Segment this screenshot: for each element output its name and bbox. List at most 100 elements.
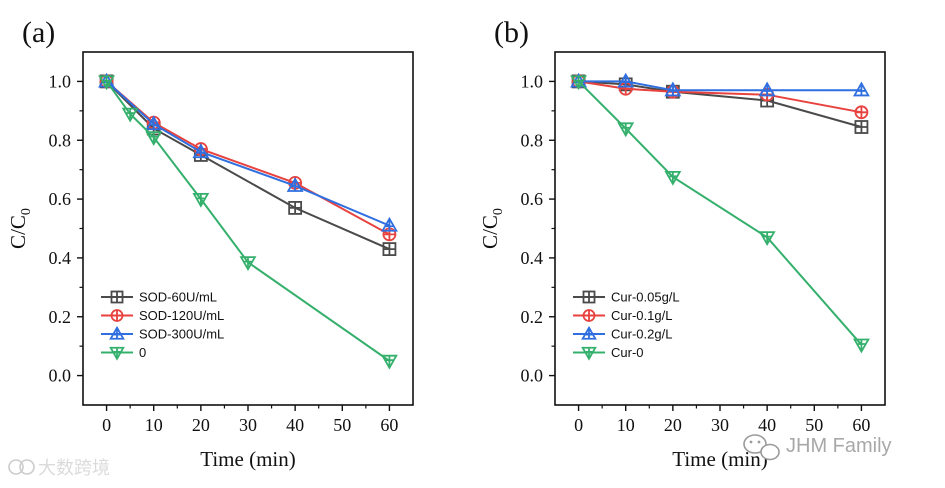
legend-entry: Cur-0.05g/L — [573, 290, 680, 305]
legend-marker-part — [109, 325, 125, 340]
data-point-part — [669, 83, 677, 96]
legend-marker — [582, 309, 596, 322]
y-tick-label: 0.8 — [521, 130, 544, 150]
legend-label: Cur-0.05g/L — [611, 290, 680, 305]
x-tick-label: 0 — [102, 415, 111, 435]
data-point-part — [145, 131, 163, 147]
data-point-part — [855, 106, 868, 119]
data-point-part — [126, 108, 134, 121]
legend-marker — [110, 290, 124, 304]
x-tick-label: 20 — [664, 415, 682, 435]
y-axis-title: C/C0 — [478, 208, 506, 249]
data-point-part — [385, 218, 394, 231]
data-point-part — [192, 193, 210, 208]
data-point — [288, 201, 303, 215]
legend-marker-part — [581, 346, 597, 361]
watermark-right: JHM Family — [743, 434, 892, 461]
series-3 — [98, 75, 398, 370]
legend-marker-part — [585, 327, 593, 339]
data-point-part — [197, 193, 205, 206]
legend-marker-part — [581, 325, 597, 340]
y-tick-label: 0.2 — [521, 307, 544, 327]
x-tick-label: 30 — [711, 415, 729, 435]
y-tick-label: 0.4 — [49, 248, 72, 268]
y-tick-label: 0.8 — [49, 130, 72, 150]
y-tick-label: 0.6 — [49, 189, 72, 209]
y-tick-label: 0.4 — [521, 248, 544, 268]
legend-label: Cur-0 — [611, 345, 644, 360]
y-tick-label: 1.0 — [49, 71, 72, 91]
legend-entry: 0 — [101, 345, 146, 361]
data-point-part — [855, 121, 868, 134]
legend-marker — [110, 309, 124, 322]
y-tick-label: 0.2 — [49, 307, 72, 327]
legend-label: SOD-120U/mL — [139, 308, 224, 323]
data-point-part — [291, 178, 299, 192]
data-point-part — [385, 355, 394, 368]
x-tick-label: 10 — [617, 415, 635, 435]
data-point-part — [574, 76, 583, 89]
data-point-part — [622, 74, 630, 87]
x-tick-label: 60 — [380, 415, 398, 435]
data-point-part — [617, 122, 635, 138]
x-tick-label: 50 — [333, 415, 351, 435]
data-point-part — [857, 339, 866, 352]
data-point — [145, 115, 163, 131]
data-point-part — [286, 177, 304, 192]
data-point — [192, 193, 210, 208]
data-point — [380, 216, 398, 232]
data-point — [617, 72, 635, 88]
legend-label: Cur-0.1g/L — [611, 308, 672, 323]
legend-marker-part — [583, 291, 595, 303]
x-tick-label: 20 — [192, 415, 210, 435]
chart-panel-a: (a) 0 10 20 30 40 50 60 0.0 0.2 0.4 0.6 0.8 1.0 Time (… — [6, 16, 414, 471]
data-point-part — [239, 256, 257, 272]
legend: SOD-60U/mL SOD-120U/mL SOD-300U/mL 0 — [101, 290, 224, 361]
legend-entry: SOD-60U/mL — [101, 290, 217, 305]
y-axis-title: C/C0 — [6, 208, 34, 249]
series-line — [105, 80, 390, 227]
data-point-part — [289, 201, 302, 214]
y-tick-label: 0.0 — [521, 366, 544, 386]
legend-label: Cur-0.2g/L — [611, 327, 672, 342]
series-3 — [570, 75, 870, 354]
x-tick-label: 0 — [574, 415, 583, 435]
data-point-part — [664, 81, 682, 97]
data-point-part — [857, 83, 866, 96]
data-point-part — [197, 145, 205, 158]
data-point — [570, 75, 588, 91]
data-point — [854, 105, 869, 120]
legend-entry: SOD-300U/mL — [101, 325, 224, 342]
y-axis-title-subscript: 0 — [19, 208, 34, 215]
series-line — [577, 80, 863, 346]
legend-label: SOD-60U/mL — [139, 290, 217, 305]
series-2 — [570, 72, 870, 97]
legend-marker-part — [113, 347, 121, 359]
data-point — [852, 81, 870, 97]
x-tick-label: 50 — [805, 415, 823, 435]
data-point — [758, 81, 776, 97]
legend-marker-part — [111, 310, 123, 321]
legend-marker — [109, 346, 125, 361]
data-point-part — [244, 257, 252, 270]
watermark-left: 大数跨境 — [8, 458, 110, 478]
legend-entry: Cur-0 — [573, 345, 644, 361]
y-tick-label: 0.0 — [49, 366, 72, 386]
data-point — [145, 131, 163, 147]
data-point — [382, 242, 397, 256]
data-point — [380, 354, 398, 370]
x-tick-label: 60 — [852, 415, 870, 435]
y-tick-label: 1.0 — [521, 71, 544, 91]
legend-entry: SOD-120U/mL — [101, 308, 224, 323]
y-axis-title-subscript: 0 — [491, 208, 506, 215]
legend-marker-part — [113, 327, 121, 339]
y-axis-title-main: C/C — [6, 215, 30, 249]
data-point-part — [669, 171, 677, 184]
legend-marker-part — [585, 347, 593, 359]
data-point — [664, 81, 682, 97]
data-point-part — [150, 132, 158, 145]
legend-marker-part — [583, 310, 595, 321]
data-point — [121, 107, 139, 123]
